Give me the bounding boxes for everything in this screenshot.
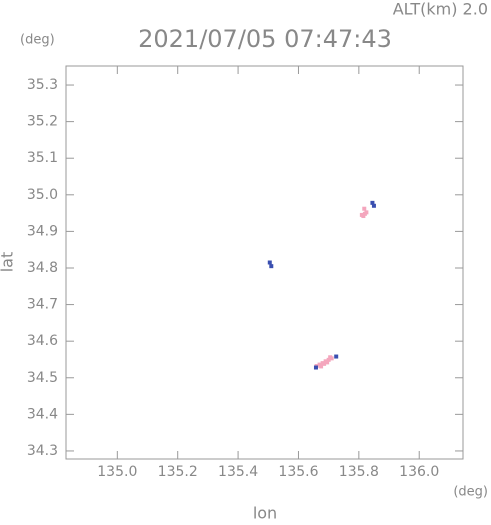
- point: [370, 200, 375, 205]
- y-tick-label: 34.4: [27, 406, 58, 422]
- y-tick-label: 34.6: [27, 333, 58, 349]
- point: [362, 206, 367, 211]
- y-tick-label: 35.3: [27, 77, 58, 93]
- x-tick-label: 135.4: [218, 464, 258, 480]
- y-tick-label: 35.0: [27, 187, 58, 203]
- x-unit: (deg): [453, 485, 488, 500]
- plot-frame: [65, 65, 464, 460]
- x-tick-label: 135.8: [339, 464, 379, 480]
- point: [326, 357, 331, 362]
- subtitle: ALT(km) 2.0: [393, 0, 488, 19]
- point: [364, 210, 369, 215]
- point: [328, 355, 333, 360]
- y-label: lat: [0, 252, 17, 273]
- y-tick-label: 35.2: [27, 114, 58, 130]
- y-tick-label: 34.7: [27, 297, 58, 313]
- y-tick-label: 34.3: [27, 443, 58, 459]
- x-tick-label: 135.6: [278, 464, 318, 480]
- y-tick-label: 34.8: [27, 260, 58, 276]
- point: [371, 203, 376, 208]
- y-unit: (deg): [20, 33, 55, 48]
- y-tick-label: 35.1: [27, 150, 58, 166]
- point: [267, 260, 272, 265]
- chart-title: 2021/07/05 07:47:43: [138, 25, 392, 53]
- x-tick-label: 135.2: [158, 464, 198, 480]
- x-label: lon: [253, 504, 277, 522]
- point: [334, 354, 339, 359]
- point: [361, 214, 366, 219]
- point: [322, 361, 327, 366]
- x-tick-label: 135.0: [97, 464, 137, 480]
- point: [319, 364, 324, 369]
- x-tick-label: 136.0: [399, 464, 439, 480]
- y-tick-label: 34.5: [27, 370, 58, 386]
- point: [269, 264, 274, 269]
- point: [325, 360, 330, 365]
- point: [313, 365, 318, 370]
- y-tick-label: 34.9: [27, 223, 58, 239]
